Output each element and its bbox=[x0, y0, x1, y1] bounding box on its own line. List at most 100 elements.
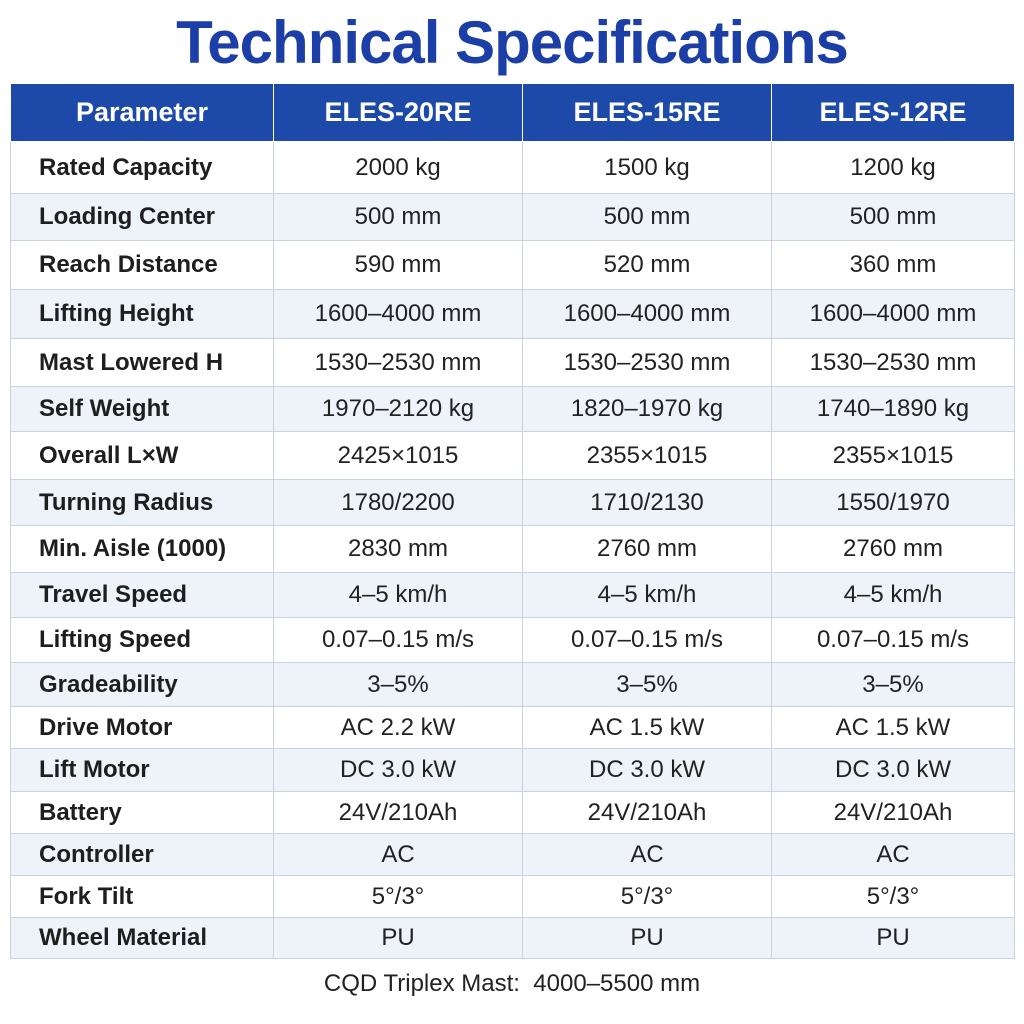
column-header: ELES-12RE bbox=[771, 83, 1015, 142]
value-cell: 2000 kg bbox=[273, 141, 523, 194]
value-cell: 4–5 km/h bbox=[771, 572, 1015, 618]
table-row: Lift Motor DC 3.0 kW DC 3.0 kW DC 3.0 kW bbox=[10, 748, 1015, 792]
value-cell: 1530–2530 mm bbox=[771, 338, 1015, 387]
value-cell: 1600–4000 mm bbox=[273, 289, 523, 339]
table-row: Turning Radius 1780/2200 1710/2130 1550/197… bbox=[10, 479, 1015, 526]
value-cell: PU bbox=[771, 917, 1015, 959]
value-cell: 3–5% bbox=[771, 662, 1015, 707]
value-cell: 2355×1015 bbox=[771, 431, 1015, 480]
value-cell: 360 mm bbox=[771, 240, 1015, 290]
value-cell: AC 2.2 kW bbox=[273, 706, 523, 749]
table-row: Drive Motor AC 2.2 kW AC 1.5 kW AC 1.5 kW bbox=[10, 706, 1015, 749]
parameter-cell: Drive Motor bbox=[10, 706, 274, 749]
value-cell: 5°/3° bbox=[771, 875, 1015, 918]
value-cell: 2760 mm bbox=[522, 525, 772, 573]
value-cell: 0.07–0.15 m/s bbox=[522, 617, 772, 663]
value-cell: 3–5% bbox=[522, 662, 772, 707]
parameter-cell: Loading Center bbox=[10, 193, 274, 241]
parameter-cell: Wheel Material bbox=[10, 917, 274, 959]
value-cell: 520 mm bbox=[522, 240, 772, 290]
parameter-cell: Turning Radius bbox=[10, 479, 274, 526]
value-cell: 4–5 km/h bbox=[522, 572, 772, 618]
parameter-cell: Self Weight bbox=[10, 386, 274, 432]
column-header: ELES-15RE bbox=[522, 83, 772, 142]
value-cell: 1530–2530 mm bbox=[522, 338, 772, 387]
value-cell: 2760 mm bbox=[771, 525, 1015, 573]
value-cell: AC bbox=[273, 833, 523, 876]
value-cell: 5°/3° bbox=[522, 875, 772, 918]
value-cell: DC 3.0 kW bbox=[771, 748, 1015, 792]
value-cell: 24V/210Ah bbox=[771, 791, 1015, 834]
value-cell: PU bbox=[522, 917, 772, 959]
value-cell: 24V/210Ah bbox=[273, 791, 523, 834]
parameter-cell: Travel Speed bbox=[10, 572, 274, 618]
value-cell: 3–5% bbox=[273, 662, 523, 707]
value-cell: 4–5 km/h bbox=[273, 572, 523, 618]
parameter-cell: Reach Distance bbox=[10, 240, 274, 290]
table-body: Rated Capacity 2000 kg 1500 kg 1200 kg Loadi… bbox=[10, 141, 1015, 959]
value-cell: 1550/1970 bbox=[771, 479, 1015, 526]
table-row: Battery 24V/210Ah 24V/210Ah 24V/210Ah bbox=[10, 791, 1015, 834]
value-cell: 1600–4000 mm bbox=[522, 289, 772, 339]
parameter-cell: Lift Motor bbox=[10, 748, 274, 792]
column-header: ELES-20RE bbox=[273, 83, 523, 142]
value-cell: DC 3.0 kW bbox=[522, 748, 772, 792]
table-row: Fork Tilt 5°/3° 5°/3° 5°/3° bbox=[10, 875, 1015, 918]
value-cell: 1200 kg bbox=[771, 141, 1015, 194]
title: Technical Specifications bbox=[176, 9, 849, 76]
table-row: Self Weight 1970–2120 kg 1820–1970 kg 1740–… bbox=[10, 386, 1015, 432]
value-cell: 500 mm bbox=[771, 193, 1015, 241]
table-row: Lifting Height 1600–4000 mm 1600–4000 mm 16… bbox=[10, 289, 1015, 339]
parameter-cell: Fork Tilt bbox=[10, 875, 274, 918]
table-row: Mast Lowered H 1530–2530 mm 1530–2530 mm 15… bbox=[10, 338, 1015, 387]
parameter-cell: Mast Lowered H bbox=[10, 338, 274, 387]
value-cell: 1530–2530 mm bbox=[273, 338, 523, 387]
value-cell: 0.07–0.15 m/s bbox=[771, 617, 1015, 663]
table-row: Wheel Material PU PU PU bbox=[10, 917, 1015, 959]
value-cell: PU bbox=[273, 917, 523, 959]
value-cell: 1970–2120 kg bbox=[273, 386, 523, 432]
footer-note: CQD Triplex Mast: 4000–5500 mm bbox=[323, 970, 701, 997]
value-cell: 1780/2200 bbox=[273, 479, 523, 526]
value-cell: 1600–4000 mm bbox=[771, 289, 1015, 339]
value-cell: AC bbox=[771, 833, 1015, 876]
table-row: Loading Center 500 mm 500 mm 500 mm bbox=[10, 193, 1015, 241]
table-row: Min. Aisle (1000) 2830 mm 2760 mm 2760 mm bbox=[10, 525, 1015, 573]
value-cell: AC 1.5 kW bbox=[522, 706, 772, 749]
spec-table: Parameter ELES-20RE ELES-15RE ELES-12RE Rat… bbox=[10, 83, 1015, 959]
parameter-cell: Controller bbox=[10, 833, 274, 876]
parameter-cell: Lifting Height bbox=[10, 289, 274, 339]
table-row: Rated Capacity 2000 kg 1500 kg 1200 kg bbox=[10, 141, 1015, 194]
value-cell: 590 mm bbox=[273, 240, 523, 290]
value-cell: DC 3.0 kW bbox=[273, 748, 523, 792]
value-cell: 500 mm bbox=[522, 193, 772, 241]
table-row: Gradeability 3–5% 3–5% 3–5% bbox=[10, 662, 1015, 707]
value-cell: 0.07–0.15 m/s bbox=[273, 617, 523, 663]
value-cell: 500 mm bbox=[273, 193, 523, 241]
parameter-cell: Battery bbox=[10, 791, 274, 834]
table-row: Travel Speed 4–5 km/h 4–5 km/h 4–5 km/h bbox=[10, 572, 1015, 618]
table-row: Lifting Speed 0.07–0.15 m/s 0.07–0.15 m/s 0… bbox=[10, 617, 1015, 663]
value-cell: AC 1.5 kW bbox=[771, 706, 1015, 749]
value-cell: 5°/3° bbox=[273, 875, 523, 918]
value-cell: 2830 mm bbox=[273, 525, 523, 573]
value-cell: 1500 kg bbox=[522, 141, 772, 194]
column-header: Parameter bbox=[10, 83, 274, 142]
table-row: Overall L×W 2425×1015 2355×1015 2355×1015 bbox=[10, 431, 1015, 480]
value-cell: 1820–1970 kg bbox=[522, 386, 772, 432]
parameter-cell: Rated Capacity bbox=[10, 141, 274, 194]
parameter-cell: Min. Aisle (1000) bbox=[10, 525, 274, 573]
value-cell: 1740–1890 kg bbox=[771, 386, 1015, 432]
value-cell: AC bbox=[522, 833, 772, 876]
table-row: Reach Distance 590 mm 520 mm 360 mm bbox=[10, 240, 1015, 290]
value-cell: 1710/2130 bbox=[522, 479, 772, 526]
value-cell: 2425×1015 bbox=[273, 431, 523, 480]
value-cell: 24V/210Ah bbox=[522, 791, 772, 834]
header-row: Parameter ELES-20RE ELES-15RE ELES-12RE bbox=[10, 83, 1015, 142]
parameter-cell: Overall L×W bbox=[10, 431, 274, 480]
table-row: Controller AC AC AC bbox=[10, 833, 1015, 876]
value-cell: 2355×1015 bbox=[522, 431, 772, 480]
parameter-cell: Lifting Speed bbox=[10, 617, 274, 663]
parameter-cell: Gradeability bbox=[10, 662, 274, 707]
